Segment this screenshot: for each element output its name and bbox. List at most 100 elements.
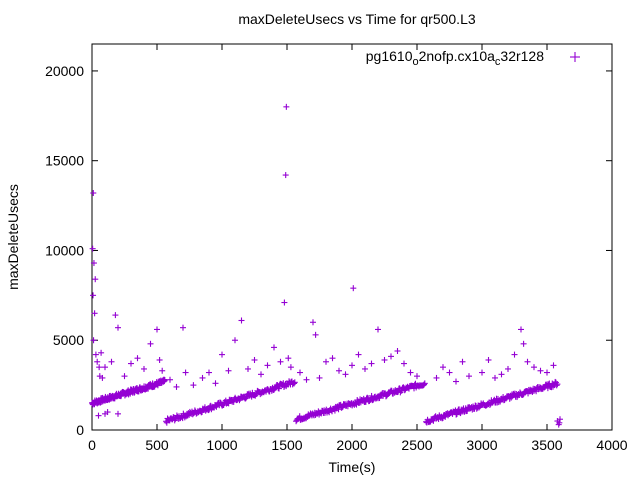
data-point [90,337,97,344]
data-point [316,374,323,381]
data-point [310,319,316,326]
x-tick-label: 2000 [336,437,367,453]
data-point [205,407,212,414]
y-tick-label: 5000 [53,332,84,348]
data-point [94,358,101,365]
x-axis-label: Time(s) [329,459,376,475]
data-point [303,376,310,383]
data-point [225,367,232,374]
data-point [355,351,362,358]
data-point [401,360,407,367]
data-point [553,382,560,389]
data-point [238,317,245,324]
data-point [90,190,97,197]
data-point [446,369,453,376]
y-axis-label: maxDeleteUsecs [5,184,21,290]
data-point [275,385,282,392]
data-point [134,355,141,362]
x-tick-label: 3000 [466,437,497,453]
data-point [159,367,166,374]
data-point [440,364,446,371]
data-point [115,324,121,331]
data-point [98,349,105,356]
data-point [520,340,527,347]
legend-entry-label: pg1610o2nofp.cx10ac32r128 [366,48,544,68]
x-tick-label: 4000 [596,437,627,453]
data-point [102,364,108,371]
data-point [537,367,544,374]
x-tick-label: 500 [145,437,169,453]
y-tick-label: 0 [76,422,84,438]
data-point [281,299,288,306]
data-point [108,358,115,365]
data-point [557,416,563,423]
data-point [173,383,180,390]
data-point [190,382,197,389]
data-point [112,312,119,319]
y-tick-label: 15000 [45,153,84,169]
data-point [141,365,147,372]
data-point [104,409,111,416]
data-point [236,397,243,404]
data-point [421,381,428,388]
data-point [89,245,96,252]
data-point [459,358,466,365]
data-point [182,369,189,376]
data-point [312,331,319,338]
data-point [550,362,557,369]
chart-title: maxDeleteUsecs vs Time for qr500.L3 [238,11,476,27]
x-tick-label: 0 [88,437,96,453]
data-point [264,362,271,369]
data-point [92,276,99,283]
data-point [531,364,537,371]
data-point [271,344,277,351]
data-point [370,396,377,403]
data-point [524,358,531,365]
data-point [287,364,294,371]
data-point [96,364,103,371]
data-point [91,310,98,317]
x-tick-label: 1500 [271,437,302,453]
data-point [283,103,290,110]
x-tick-label: 3500 [531,437,562,453]
data-point [453,411,460,418]
data-point [242,395,249,402]
data-point [511,351,518,358]
data-point [518,326,524,333]
plot-frame [91,43,613,431]
data-point [362,365,368,372]
data-point [90,292,97,299]
data-point [433,374,440,381]
data-point [368,360,375,367]
data-point [291,380,298,387]
data-point [180,324,186,331]
data-points [89,103,563,428]
data-point [329,355,336,362]
data-point [167,376,173,383]
data-point [376,395,383,402]
x-tick-label: 1000 [206,437,237,453]
legend: pg1610o2nofp.cx10ac32r128 [366,48,580,68]
data-point [219,402,226,409]
data-point [485,356,492,363]
data-point [90,260,97,267]
data-point [466,373,472,380]
y-axis: 0 5000 10000 15000 20000 [45,63,612,438]
data-point [323,358,329,365]
y-tick-label: 10000 [45,242,84,258]
data-point [206,369,212,376]
data-point [407,369,414,376]
data-point [282,172,289,179]
data-point [297,369,303,376]
data-point [421,380,428,387]
data-point [505,365,511,372]
data-point [212,380,219,387]
data-point [232,337,238,344]
data-point [277,358,284,365]
x-axis: 0 500 1000 1500 2000 2500 3000 3500 4000 [88,44,628,453]
data-point [362,398,369,405]
data-point [115,410,121,417]
data-point [121,373,128,380]
data-point [251,356,258,363]
